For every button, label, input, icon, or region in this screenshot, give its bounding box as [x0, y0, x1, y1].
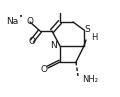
Text: O: O: [27, 17, 33, 26]
Text: O: O: [41, 65, 48, 74]
Text: O: O: [29, 36, 36, 45]
Text: •: •: [19, 14, 23, 20]
Text: H: H: [91, 33, 97, 42]
Text: Na: Na: [6, 16, 18, 26]
Text: NH₂: NH₂: [82, 74, 98, 84]
Text: N: N: [50, 42, 57, 51]
Text: S: S: [84, 26, 90, 35]
